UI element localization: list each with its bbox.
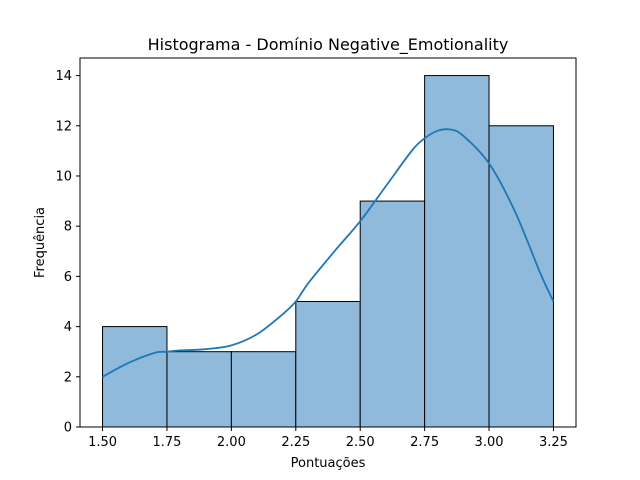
histogram-bar	[488, 125, 554, 428]
histogram-bar	[424, 75, 490, 428]
histogram-bar	[166, 351, 232, 428]
kde-line	[102, 128, 555, 378]
x-axis-label: Pontuações	[291, 456, 366, 471]
histogram-bar	[230, 351, 297, 428]
x-tick-label: 2.75	[410, 435, 439, 450]
x-axis-ticks: 1.50 1.75 2.00 2.25 2.50 2.75 3.00 3.25	[88, 427, 568, 450]
y-tick-label: 10	[55, 169, 72, 184]
plot-frame	[79, 57, 577, 428]
histogram-bar	[359, 200, 426, 428]
x-tick-label: 1.50	[88, 435, 117, 450]
y-tick-label: 2	[64, 370, 72, 385]
y-tick-label: 14	[55, 69, 72, 84]
chart-title: Histograma - Domínio Negative_Emotionali…	[148, 35, 509, 55]
x-tick-label: 2.50	[346, 435, 375, 450]
x-tick-label: 3.25	[539, 435, 568, 450]
x-tick-label: 3.00	[475, 435, 504, 450]
histogram-bars	[102, 75, 554, 428]
y-tick-label: 0	[64, 421, 72, 436]
x-tick-label: 2.25	[281, 435, 310, 450]
x-tick-label: 2.00	[217, 435, 246, 450]
y-tick-label: 12	[55, 119, 72, 134]
y-axis-ticks: 0 2 4 6 8 10 12 14	[55, 69, 80, 436]
y-tick-label: 8	[64, 220, 72, 235]
y-tick-label: 6	[64, 270, 72, 285]
histogram-bar	[295, 300, 361, 428]
y-tick-label: 4	[64, 320, 72, 335]
x-tick-label: 1.75	[152, 435, 181, 450]
histogram-bar	[102, 326, 168, 428]
y-axis-label: Frequência	[33, 207, 48, 278]
